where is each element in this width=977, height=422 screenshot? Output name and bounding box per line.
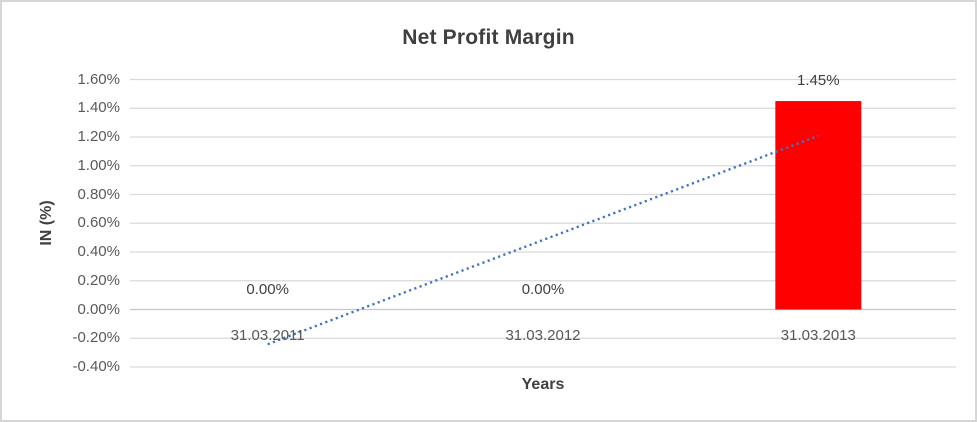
y-tick-label: 0.00%: [77, 300, 120, 318]
x-category-label: 31.03.2011: [230, 327, 305, 344]
trendline: [267, 134, 819, 346]
y-tick-label: 0.40%: [77, 243, 120, 260]
data-label: 0.00%: [246, 280, 289, 298]
y-tick-label: 0.80%: [77, 185, 120, 203]
y-tick-label: 0.60%: [77, 214, 120, 232]
x-axis-title: Years: [521, 376, 565, 393]
y-tick-label: 0.20%: [77, 271, 120, 289]
chart-title: Net Profit Margin: [402, 26, 575, 49]
y-tick-label: 1.40%: [77, 99, 120, 117]
data-label: 0.00%: [521, 280, 565, 298]
y-tick-label: -0.40%: [72, 358, 120, 375]
y-tick-label: -0.20%: [72, 329, 120, 347]
x-category-label: 31.03.2013: [780, 327, 856, 344]
y-tick-label: 1.00%: [77, 156, 120, 174]
y-tick-label: 1.60%: [77, 70, 120, 88]
bar-31.03.2013: [775, 101, 862, 310]
data-label: 1.45%: [797, 72, 840, 90]
y-tick-label: 1.20%: [77, 128, 120, 145]
x-category-label: 31.03.2012: [505, 327, 581, 344]
